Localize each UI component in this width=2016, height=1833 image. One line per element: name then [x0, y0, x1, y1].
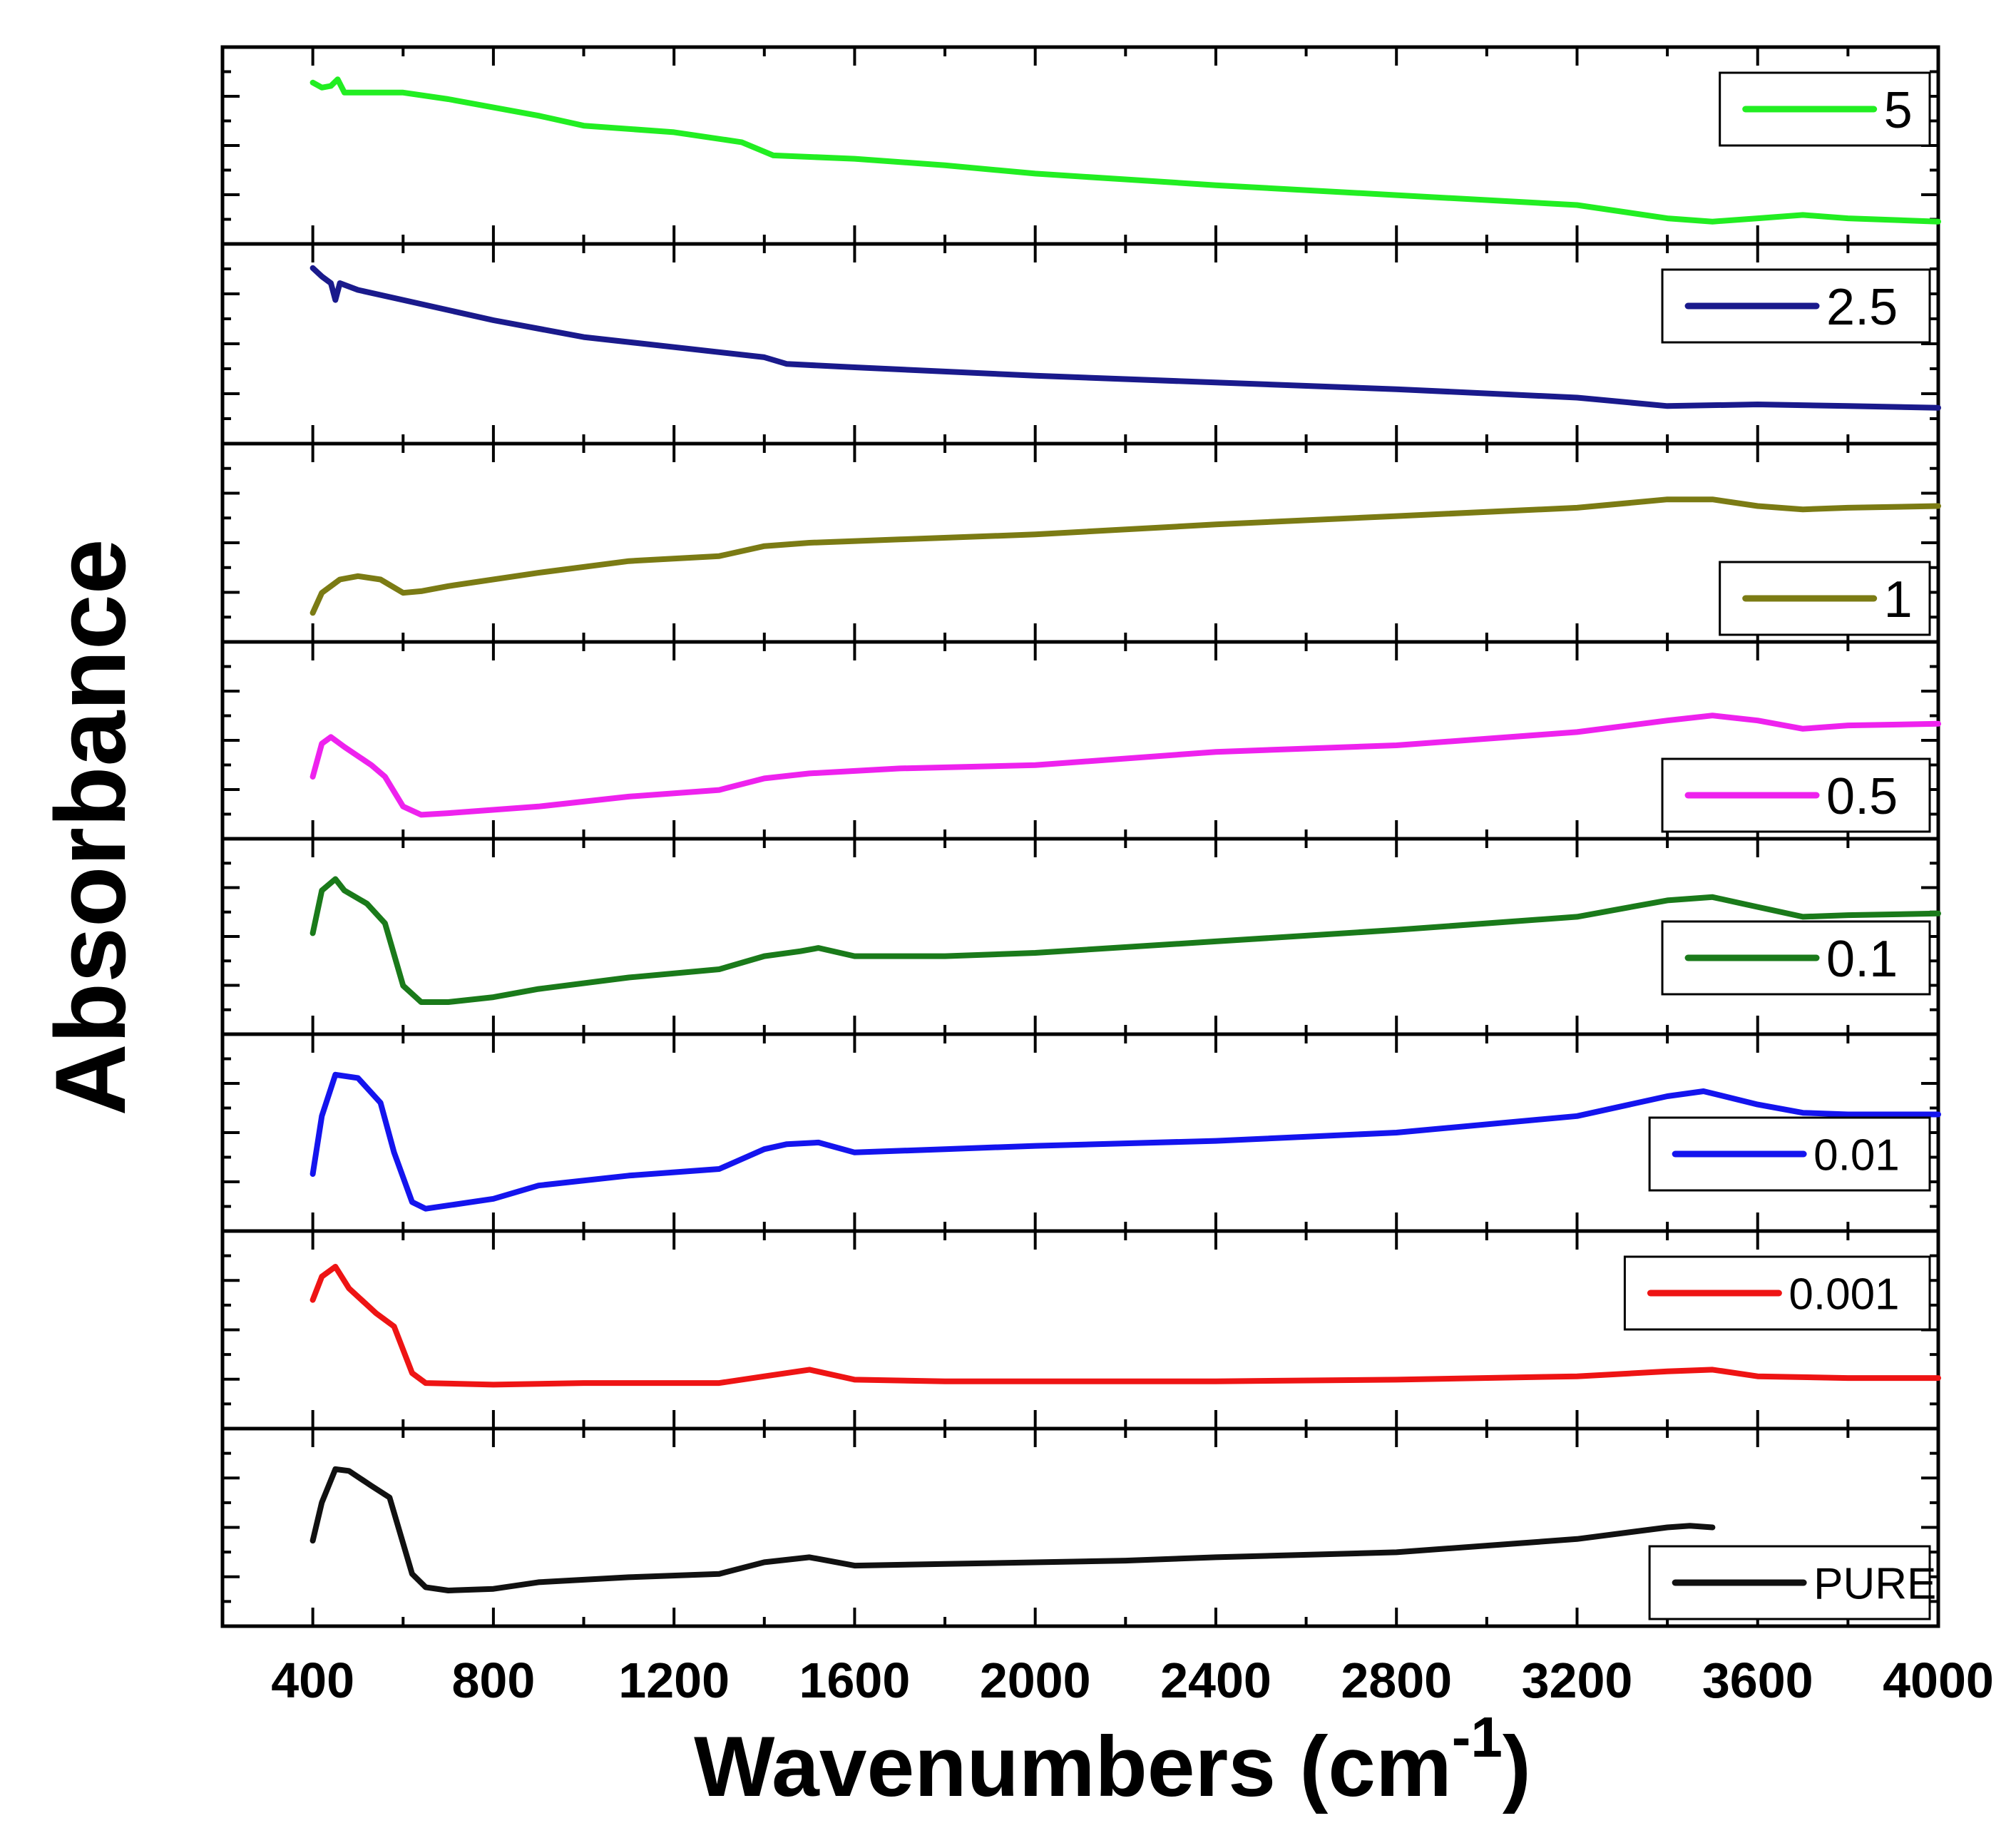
legend-label: 0.1	[1826, 931, 1898, 988]
series-line-2.5	[309, 265, 1941, 411]
series-line-5	[309, 76, 1941, 225]
legend-label: 5	[1884, 82, 1913, 139]
x-tick-label: 400	[271, 1653, 354, 1708]
legend-label: 2.5	[1826, 279, 1898, 336]
legend-5: 5	[1719, 71, 1931, 147]
x-tick-label: 4000	[1883, 1653, 1994, 1708]
legend-2.5: 2.5	[1661, 268, 1931, 344]
legend-label: PURE	[1813, 1559, 1936, 1608]
x-tick-label: 3600	[1702, 1653, 1813, 1708]
x-tick-label: 3200	[1522, 1653, 1633, 1708]
x-tick-label: 1600	[799, 1653, 911, 1708]
legend-0.001: 0.001	[1623, 1255, 1931, 1331]
series-line-PURE	[309, 1466, 1716, 1593]
legend-label: 0.01	[1813, 1130, 1900, 1180]
series-line-0.5	[309, 713, 1941, 818]
x-axis-title: Wavenumbers (cm-1)	[694, 1705, 1531, 1814]
x-tick-label: 2400	[1160, 1653, 1271, 1708]
panel-2: 2.5	[220, 242, 1941, 446]
panel-7: 0.001	[220, 1229, 1941, 1431]
series-line-0.1	[309, 876, 1941, 1005]
legend-0.1: 0.1	[1661, 920, 1931, 996]
x-tick-label: 2800	[1341, 1653, 1452, 1708]
x-tick-label: 1200	[618, 1653, 730, 1708]
panel-4: 0.5	[220, 640, 1941, 841]
x-tick-label: 2000	[980, 1653, 1091, 1708]
panel-6: 0.01	[220, 1032, 1941, 1233]
series-line-1	[309, 496, 1941, 616]
panel-frame	[220, 45, 1940, 246]
panels: 5 2.5 1 0.5 0.1 0.01 0.001 PURE	[220, 45, 1941, 1628]
panel-3: 1	[220, 441, 1941, 644]
panel-8: PURE	[220, 1426, 1940, 1628]
x-axis-ticks: 400 800 1200 1600 2000 2400 2800 3200 3600 4000	[271, 1653, 1994, 1708]
legend-PURE: PURE	[1648, 1545, 1936, 1620]
legend-0.01: 0.01	[1648, 1116, 1931, 1192]
y-axis-title: Absorbance	[34, 538, 146, 1115]
x-tick-label: 800	[451, 1653, 535, 1708]
legend-label: 0.001	[1789, 1270, 1899, 1319]
legend-label: 0.5	[1826, 768, 1898, 825]
panel-1: 5	[220, 45, 1941, 246]
series-line-0.001	[309, 1264, 1941, 1388]
legend-label: 1	[1884, 571, 1913, 628]
panel-5: 0.1	[220, 837, 1941, 1036]
panel-frame	[220, 441, 1940, 644]
series-line-0.01	[309, 1071, 1941, 1212]
legend-0.5: 0.5	[1661, 757, 1931, 833]
legend-1: 1	[1719, 561, 1931, 636]
